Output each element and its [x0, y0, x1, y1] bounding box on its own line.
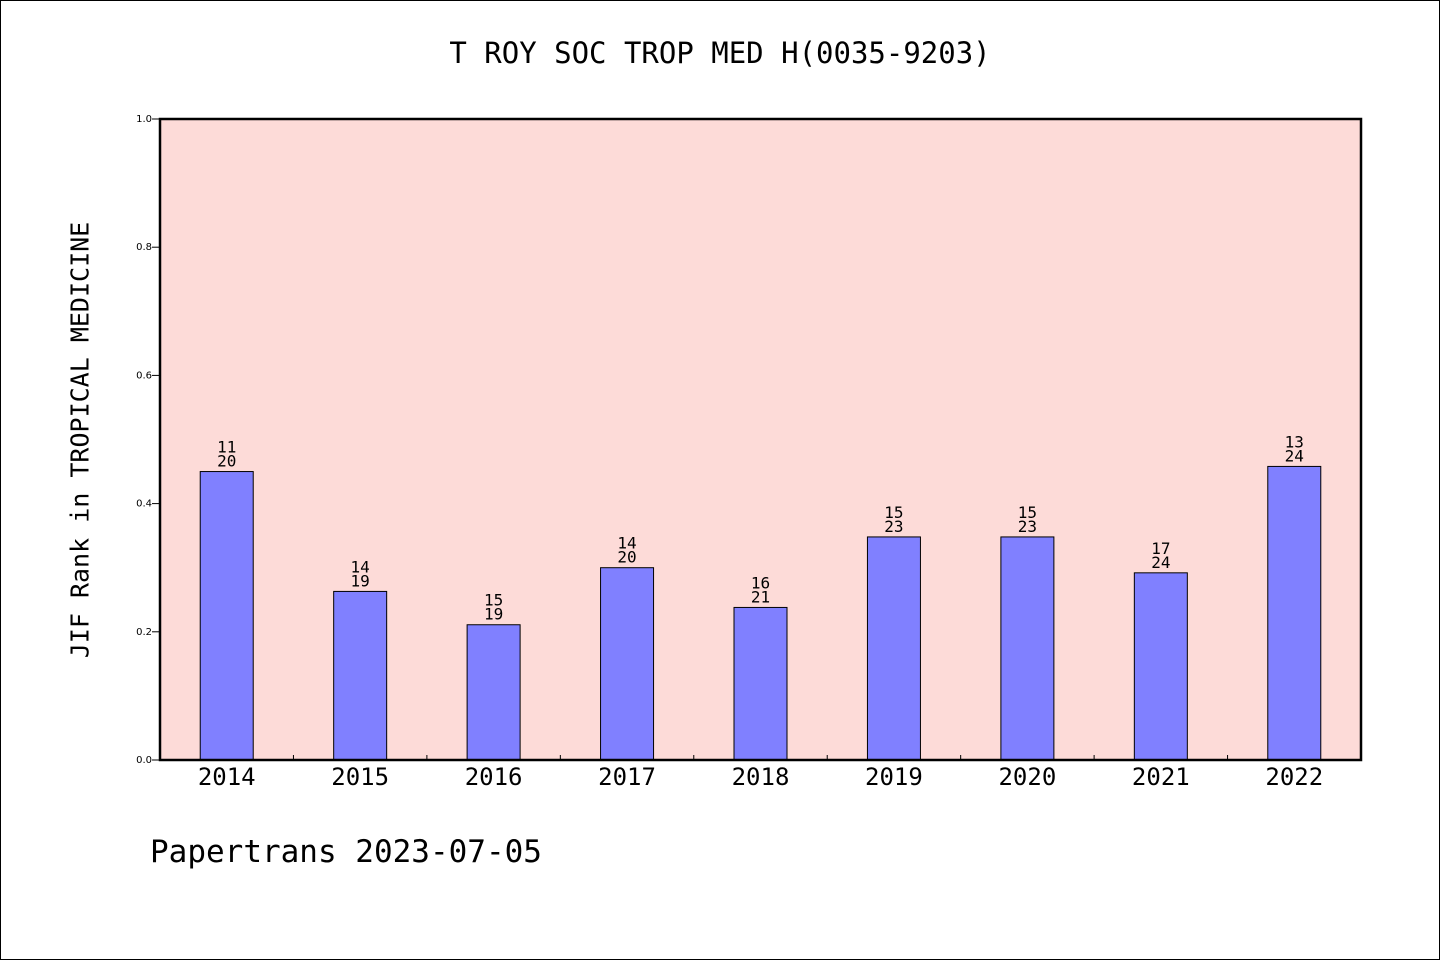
bar-total-label: 21	[751, 587, 770, 606]
x-tick-label: 2014	[198, 763, 256, 791]
bar-rank-label: 11	[217, 438, 236, 457]
x-tick-label: 2021	[1132, 763, 1190, 791]
x-tick-label: 2020	[998, 763, 1056, 791]
bar-rank-label: 13	[1285, 432, 1304, 451]
chart-title: T ROY SOC TROP MED H(0035-9203)	[449, 36, 991, 70]
bar	[199, 471, 254, 761]
bar	[1133, 572, 1188, 761]
bar-total-label: 19	[484, 605, 503, 624]
y-tick-label: 1.0	[136, 114, 152, 125]
bar-rank-label: 15	[484, 591, 503, 610]
bar	[600, 567, 655, 761]
y-tick-label: 0.6	[136, 370, 152, 381]
bar-total-label: 20	[217, 452, 236, 471]
bar-total-label: 19	[351, 571, 370, 590]
bar	[866, 536, 921, 761]
y-tick-label: 0.4	[136, 499, 152, 510]
y-tick-label: 0.8	[136, 242, 152, 253]
x-tick-label: 2016	[465, 763, 523, 791]
bar-total-label: 23	[884, 517, 903, 536]
x-tick-label: 2019	[865, 763, 923, 791]
y-tick-label: 0.2	[136, 627, 152, 638]
bar	[1267, 465, 1322, 761]
x-tick-label: 2022	[1265, 763, 1323, 791]
x-tick-label: 2018	[732, 763, 790, 791]
bar-rank-label: 14	[617, 534, 636, 553]
bar	[1000, 536, 1055, 761]
bar	[333, 590, 388, 761]
bar-rank-label: 14	[351, 557, 370, 576]
bar-rank-label: 17	[1151, 539, 1170, 558]
bar-total-label: 23	[1018, 517, 1037, 536]
bar	[733, 606, 788, 761]
bar-rank-label: 16	[751, 573, 770, 592]
plot-border	[158, 117, 1363, 762]
x-tick-label: 2017	[598, 763, 656, 791]
bar	[466, 624, 521, 761]
bar-total-label: 24	[1151, 553, 1170, 572]
bar-total-label: 20	[617, 548, 636, 567]
x-tick-label: 2015	[331, 763, 389, 791]
y-tick-label: 0.0	[136, 755, 152, 766]
bar-total-label: 24	[1285, 446, 1304, 465]
bar-rank-label: 15	[884, 503, 903, 522]
footer-text: Papertrans 2023-07-05	[150, 834, 542, 870]
bar-rank-label: 15	[1018, 503, 1037, 522]
